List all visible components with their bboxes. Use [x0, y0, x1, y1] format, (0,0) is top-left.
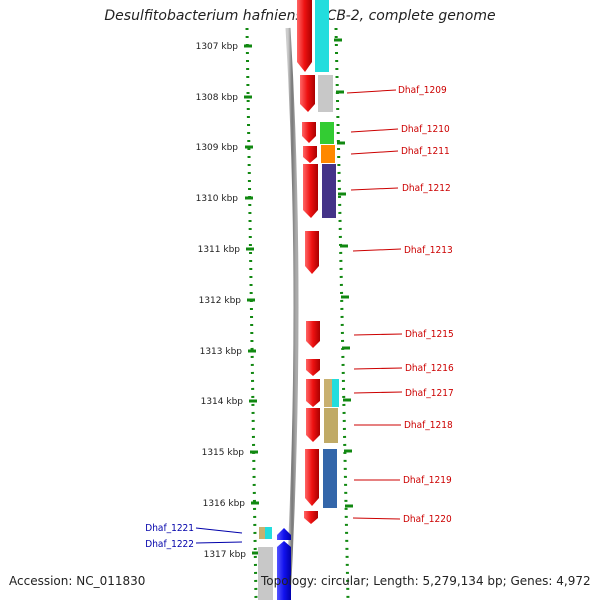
tick-label: 1312 kbp [199, 296, 242, 306]
ruler-track-inner [334, 27, 350, 600]
gene-arrow[interactable] [305, 231, 319, 274]
feature-block[interactable] [258, 547, 273, 600]
tick-label: 1309 kbp [196, 143, 239, 153]
gene-arrow[interactable] [306, 408, 320, 442]
gene-arrow[interactable] [306, 379, 320, 407]
gene-arrow[interactable] [300, 75, 315, 112]
gene-label[interactable]: Dhaf_1212 [402, 183, 451, 194]
feature-block[interactable] [321, 145, 335, 163]
gene-label[interactable]: Dhaf_1213 [404, 245, 453, 256]
ruler-tick-labels: 1307 kbp 1308 kbp 1309 kbp 1310 kbp 1311… [196, 42, 247, 560]
accession-text: Accession: NC_011830 [9, 574, 146, 588]
gene-label[interactable]: Dhaf_1221 [145, 523, 194, 534]
feature-block[interactable] [332, 379, 339, 407]
genome-backbone [285, 27, 299, 600]
gene-arrow[interactable] [297, 0, 312, 72]
gene-arrow[interactable] [277, 528, 291, 540]
gene-arrow[interactable] [303, 146, 317, 163]
gene-arrow[interactable] [303, 164, 318, 218]
tick-label: 1307 kbp [196, 42, 239, 52]
reverse-strand-genes [258, 527, 291, 600]
gene-labels-right: Dhaf_1209 Dhaf_1210 Dhaf_1211 Dhaf_1212 … [398, 85, 454, 525]
tick-label: 1310 kbp [196, 194, 239, 204]
tick-label: 1313 kbp [200, 347, 243, 357]
gene-label[interactable]: Dhaf_1220 [403, 514, 452, 525]
genome-info-text: Topology: circular; Length: 5,279,134 bp… [261, 574, 591, 588]
gene-label[interactable]: Dhaf_1215 [405, 329, 454, 340]
feature-blocks [315, 0, 339, 508]
feature-block[interactable] [320, 122, 334, 144]
gene-arrow[interactable] [306, 321, 320, 348]
gene-arrow[interactable] [304, 511, 318, 524]
gene-labels-left: Dhaf_1221 Dhaf_1222 [145, 523, 194, 550]
gene-label[interactable]: Dhaf_1217 [405, 388, 454, 399]
gene-label[interactable]: Dhaf_1218 [404, 420, 453, 431]
tick-label: 1308 kbp [196, 93, 239, 103]
gene-label[interactable]: Dhaf_1222 [145, 539, 194, 550]
gene-label[interactable]: Dhaf_1209 [398, 85, 447, 96]
gene-arrow[interactable] [302, 122, 316, 143]
gene-label[interactable]: Dhaf_1211 [401, 146, 450, 157]
gene-arrow[interactable] [277, 541, 291, 600]
gene-label[interactable]: Dhaf_1210 [401, 124, 450, 135]
gene-arrow[interactable] [305, 449, 319, 506]
ruler-major-ticks [244, 38, 353, 555]
feature-block[interactable] [324, 408, 338, 443]
gene-label[interactable]: Dhaf_1216 [405, 363, 454, 374]
feature-block[interactable] [323, 449, 337, 508]
feature-block[interactable] [324, 379, 332, 407]
feature-block[interactable] [322, 164, 336, 218]
feature-block[interactable] [259, 527, 265, 539]
label-leaders-left [195, 527, 243, 544]
ruler-track-outer [245, 27, 258, 600]
gene-label[interactable]: Dhaf_1219 [403, 475, 452, 486]
feature-block[interactable] [315, 0, 329, 72]
tick-label: 1315 kbp [202, 448, 245, 458]
gene-arrow[interactable] [306, 359, 320, 376]
tick-label: 1314 kbp [201, 397, 244, 407]
tick-label: 1317 kbp [204, 550, 247, 560]
feature-block[interactable] [318, 75, 333, 112]
feature-block[interactable] [265, 527, 272, 539]
tick-label: 1311 kbp [198, 245, 241, 255]
tick-label: 1316 kbp [203, 499, 246, 509]
label-leaders-right [346, 89, 403, 520]
forward-strand-genes [297, 0, 320, 524]
